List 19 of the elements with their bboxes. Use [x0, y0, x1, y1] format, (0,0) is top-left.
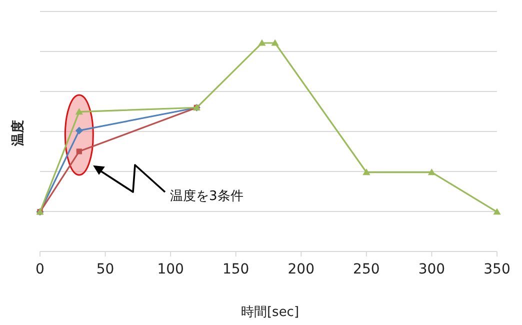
- x-axis-title: 時間[sec]: [240, 305, 300, 320]
- point: [362, 168, 370, 176]
- point: [75, 108, 83, 115]
- point: [76, 148, 82, 154]
- point: [428, 168, 436, 176]
- point: [258, 39, 266, 46]
- annotation: 温度を3条件: [170, 188, 244, 204]
- point: [271, 39, 279, 46]
- x-tick-label: 250: [353, 262, 380, 278]
- x-tick-label: 100: [157, 262, 184, 278]
- x-tick-label: 0: [36, 262, 44, 278]
- x-tick-label: 350: [484, 262, 510, 278]
- x-tick-label: 50: [96, 262, 114, 278]
- x-tick-label: 300: [418, 262, 446, 278]
- point: [493, 208, 501, 215]
- x-tick-label: 150: [222, 262, 250, 278]
- x-tick-label: 200: [288, 262, 315, 278]
- point: [75, 126, 83, 134]
- y-axis-title: 温度: [10, 120, 26, 147]
